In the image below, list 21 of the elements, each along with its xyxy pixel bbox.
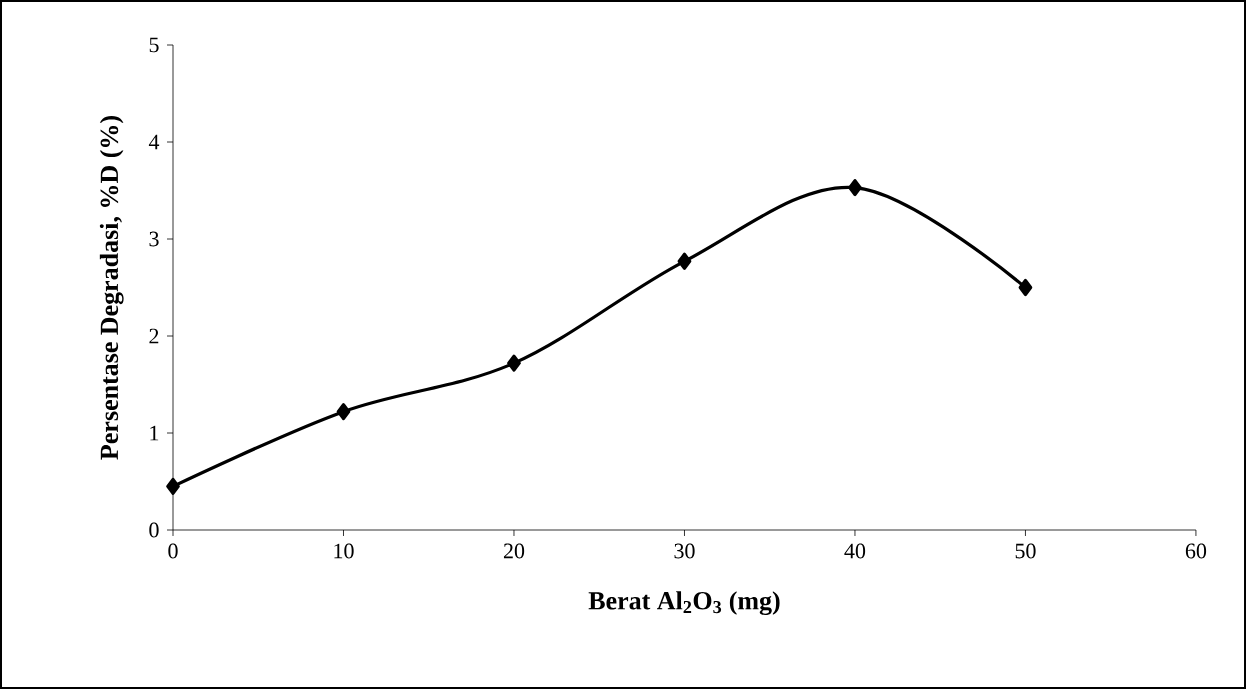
x-tick-label: 60 [1185,543,1207,559]
point [166,477,180,495]
point [677,252,692,270]
x-tick-label: 50 [1015,543,1036,559]
y-tick-label: 0 [149,522,159,538]
y-tick-label: 4 [148,134,160,150]
point [336,403,351,421]
y-tick-label: 3 [149,231,159,247]
x-tick-label: 20 [503,543,525,559]
x-tick-label: 30 [674,543,695,559]
x-tick-label: 10 [334,543,354,559]
y-axis-title: Persentase Degradasi, %D (%) [99,116,124,460]
point [1018,278,1033,297]
y-tick-label: 2 [149,328,159,344]
text: Berat Al$_{2}$O$_{3}$ (mg) [588,591,780,616]
y-tick-label: 1 [150,425,159,441]
point [848,178,862,197]
y-tick-label: 5 [149,37,159,53]
point [507,354,521,372]
x-tick-label: 0 [168,543,178,559]
x-tick-label: 40 [844,543,866,559]
